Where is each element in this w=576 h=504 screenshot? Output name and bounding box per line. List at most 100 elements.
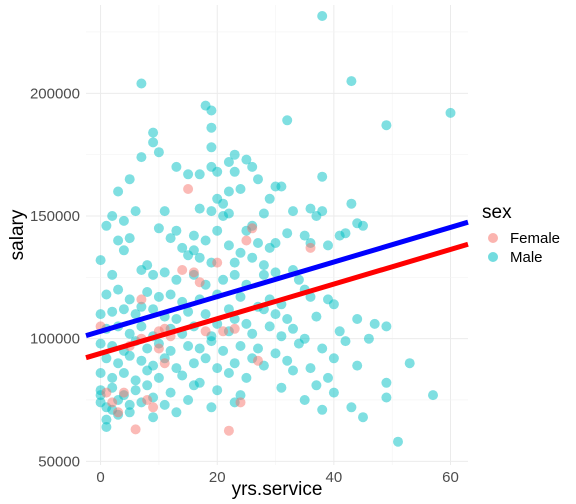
data-point-male bbox=[101, 289, 112, 300]
data-point-male bbox=[328, 299, 339, 310]
x-tick-label: 20 bbox=[209, 469, 226, 486]
data-point-male bbox=[136, 301, 147, 312]
data-point-male bbox=[165, 387, 176, 398]
y-tick-label: 50000 bbox=[38, 453, 80, 470]
data-point-male bbox=[346, 402, 357, 413]
data-point-male bbox=[305, 363, 316, 374]
data-point-male bbox=[159, 267, 170, 278]
data-point-male bbox=[264, 321, 275, 332]
data-point-male bbox=[148, 269, 159, 280]
data-point-male bbox=[148, 412, 159, 423]
data-point-male bbox=[194, 169, 205, 180]
data-point-male bbox=[194, 203, 205, 214]
data-point-male bbox=[130, 309, 141, 320]
data-point-male bbox=[183, 395, 194, 405]
data-point-male bbox=[165, 289, 176, 300]
data-point-male bbox=[229, 269, 240, 280]
data-point-male bbox=[136, 265, 147, 275]
data-point-male bbox=[276, 331, 287, 342]
data-point-male bbox=[183, 341, 194, 351]
data-point-male bbox=[328, 387, 339, 398]
data-point-male bbox=[124, 328, 135, 339]
data-point-male bbox=[200, 353, 211, 364]
data-point-male bbox=[282, 115, 293, 126]
legend: sex Female Male bbox=[482, 202, 560, 266]
data-point-male bbox=[212, 166, 223, 177]
data-point-male bbox=[212, 363, 223, 374]
data-point-male bbox=[381, 377, 392, 388]
data-point-male bbox=[124, 350, 135, 361]
data-point-male bbox=[113, 284, 124, 295]
data-point-male bbox=[258, 260, 269, 271]
axis-ticks: 0 20 40 60 50000 100000 150000 200000 bbox=[30, 85, 459, 486]
data-point-male bbox=[200, 235, 211, 246]
data-point-male bbox=[124, 294, 135, 305]
data-point-female bbox=[241, 235, 252, 246]
data-point-male bbox=[188, 358, 199, 369]
data-point-male bbox=[153, 147, 164, 158]
data-point-male bbox=[282, 228, 293, 239]
data-point-male bbox=[317, 343, 328, 354]
data-point-male bbox=[124, 407, 135, 418]
data-point-male bbox=[258, 269, 269, 280]
data-point-male bbox=[183, 306, 194, 317]
data-point-male bbox=[142, 287, 153, 297]
data-point-male bbox=[317, 404, 328, 415]
data-point-male bbox=[340, 228, 351, 239]
data-point-female bbox=[247, 223, 258, 234]
data-point-male bbox=[188, 380, 199, 391]
data-point-male bbox=[288, 365, 298, 376]
data-point-male bbox=[293, 338, 304, 349]
data-point-male bbox=[218, 345, 229, 356]
data-point-male bbox=[229, 149, 240, 160]
data-point-male bbox=[177, 242, 188, 253]
data-point-male bbox=[241, 318, 252, 329]
data-point-male bbox=[229, 257, 240, 268]
data-point-male bbox=[130, 206, 141, 217]
data-point-male bbox=[101, 220, 112, 231]
data-point-male bbox=[235, 341, 246, 351]
data-point-male bbox=[142, 380, 153, 391]
data-point-male bbox=[206, 336, 217, 347]
y-tick-label: 200000 bbox=[30, 85, 80, 102]
data-point-male bbox=[113, 235, 124, 246]
data-point-male bbox=[206, 402, 217, 413]
data-point-female bbox=[107, 397, 118, 408]
data-point-male bbox=[276, 382, 287, 393]
data-point-male bbox=[323, 240, 333, 251]
data-point-male bbox=[130, 375, 141, 386]
data-point-male bbox=[404, 358, 415, 369]
data-point-male bbox=[183, 169, 194, 180]
data-point-male bbox=[346, 76, 357, 87]
data-point-male bbox=[229, 358, 240, 369]
data-point-male bbox=[247, 252, 258, 263]
data-point-male bbox=[142, 343, 153, 354]
data-point-male bbox=[95, 338, 106, 349]
legend-label-male: Male bbox=[510, 249, 543, 266]
fit-line-male bbox=[85, 219, 469, 339]
data-point-male bbox=[171, 363, 182, 374]
data-point-female bbox=[218, 326, 229, 337]
regression-lines bbox=[85, 219, 469, 361]
data-point-male bbox=[118, 215, 129, 226]
data-point-male bbox=[235, 390, 246, 401]
data-point-male bbox=[428, 390, 438, 401]
data-point-male bbox=[136, 152, 147, 163]
data-point-male bbox=[171, 225, 182, 236]
data-point-male bbox=[206, 122, 217, 133]
data-point-male bbox=[317, 171, 328, 182]
data-point-male bbox=[188, 230, 199, 241]
data-point-male bbox=[142, 365, 153, 376]
data-point-male bbox=[223, 208, 234, 219]
data-point-male bbox=[212, 225, 223, 236]
data-point-male bbox=[352, 360, 363, 371]
data-point-male bbox=[270, 238, 281, 248]
data-point-male bbox=[124, 399, 135, 410]
data-point-male bbox=[218, 198, 229, 209]
data-point-male bbox=[223, 368, 234, 378]
data-point-male bbox=[358, 412, 368, 423]
x-tick-label: 40 bbox=[326, 469, 343, 486]
data-point-male bbox=[317, 11, 328, 21]
data-point-female bbox=[148, 402, 159, 413]
data-point-male bbox=[381, 321, 392, 332]
